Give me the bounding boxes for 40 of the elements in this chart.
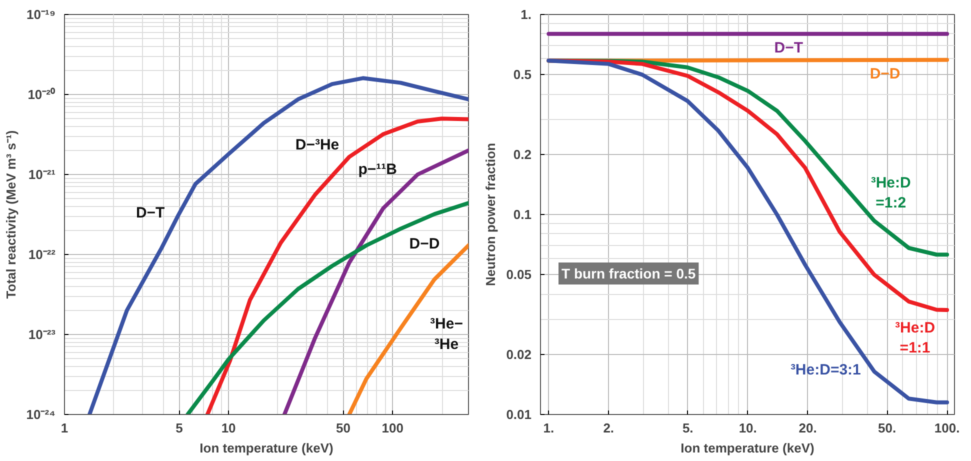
x-tick-label: 20. [798, 420, 817, 436]
x-tick-label: 2. [603, 420, 614, 436]
x-tick-label: 50 [336, 420, 350, 436]
y-tick-label: 10⁻²⁴ [26, 407, 56, 422]
y-tick-label: 10⁻¹⁹ [26, 7, 56, 22]
series-label: ³He− ³He [430, 316, 464, 353]
x-tick-label: 10. [738, 420, 757, 436]
y-tick-label: 10⁻²³ [28, 327, 56, 342]
x-axis-title: Ion temperature (keV) [680, 440, 814, 456]
series-label: ³He:D =1:2 [870, 174, 912, 212]
series-label: D−D [870, 65, 900, 82]
y-tick-label: 0.2 [513, 146, 532, 162]
annotation: T burn fraction = 0.5 [562, 266, 696, 282]
y-tick-label: 1. [520, 7, 532, 22]
x-tick-label: 1 [60, 420, 68, 436]
y-tick-label: 0.05 [506, 267, 532, 282]
x-tick-label: 50. [878, 420, 896, 436]
y-tick-label: 0.5 [513, 67, 532, 82]
x-tick-label: 1. [543, 420, 554, 436]
y-axis-title: Total reactivity (MeV m³ s⁻¹) [3, 130, 18, 299]
y-tick-label: 10⁻²² [28, 247, 56, 262]
series-label: D−T [774, 39, 804, 56]
series-label: ³He:D=3:1 [790, 362, 861, 379]
series-label: p−¹¹B [358, 161, 398, 178]
x-tick-label: 5 [176, 420, 183, 436]
series-label: D−T [136, 204, 165, 222]
y-tick-label: 0.01 [506, 407, 532, 422]
y-tick-label: 10⁻²¹ [28, 167, 56, 182]
series-label: D−D [409, 236, 440, 253]
y-tick-label: 10⁻²⁰ [28, 87, 56, 102]
x-axis-title: Ion temperature (keV) [200, 440, 334, 456]
x-tick-label: 10 [221, 420, 236, 436]
y-tick-label: 0.1 [513, 207, 532, 222]
x-tick-label: 5. [682, 420, 694, 436]
series-label: ³He:D =1:1 [895, 319, 936, 357]
series-label: D−³He [295, 136, 340, 154]
x-tick-label: 100 [382, 420, 404, 436]
y-axis-title: Neutron power fraction [483, 142, 498, 286]
x-tick-label: 100. [934, 420, 960, 436]
y-tick-label: 0.02 [506, 346, 532, 362]
